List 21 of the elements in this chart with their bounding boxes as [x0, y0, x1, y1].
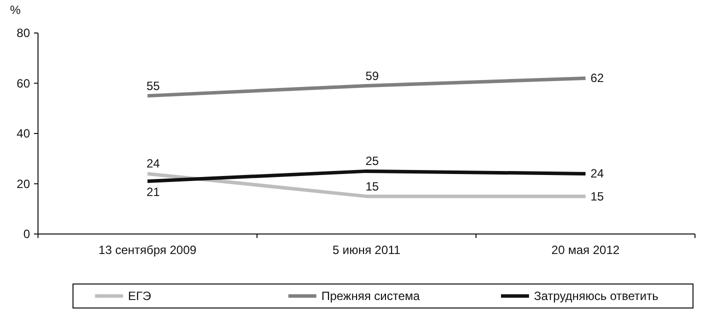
y-tick-label: 0 — [23, 227, 30, 242]
y-tick-label: 20 — [16, 176, 30, 191]
x-tick-label: 20 мая 2012 — [551, 243, 620, 257]
data-label: 59 — [366, 68, 380, 83]
y-tick-label: 40 — [16, 126, 30, 141]
legend-label: Прежняя система — [321, 289, 420, 304]
y-tick-label: 80 — [16, 26, 30, 40]
data-label: 15 — [366, 179, 380, 194]
data-label: 15 — [590, 189, 604, 204]
legend-label: ЕГЭ — [128, 289, 152, 304]
data-label: 24 — [590, 166, 604, 181]
data-label: 55 — [146, 78, 160, 93]
x-tick-label: 5 июня 2011 — [332, 243, 401, 257]
data-label: 21 — [146, 185, 160, 200]
y-tick-label: 60 — [16, 76, 30, 90]
x-tick-label: 13 сентября 2009 — [98, 243, 197, 257]
y-axis-title: % — [10, 3, 21, 17]
legend-label: Затрудняюсь ответить — [534, 289, 658, 304]
data-label: 62 — [590, 71, 604, 86]
data-label: 25 — [366, 154, 380, 168]
data-label: 24 — [146, 156, 160, 171]
